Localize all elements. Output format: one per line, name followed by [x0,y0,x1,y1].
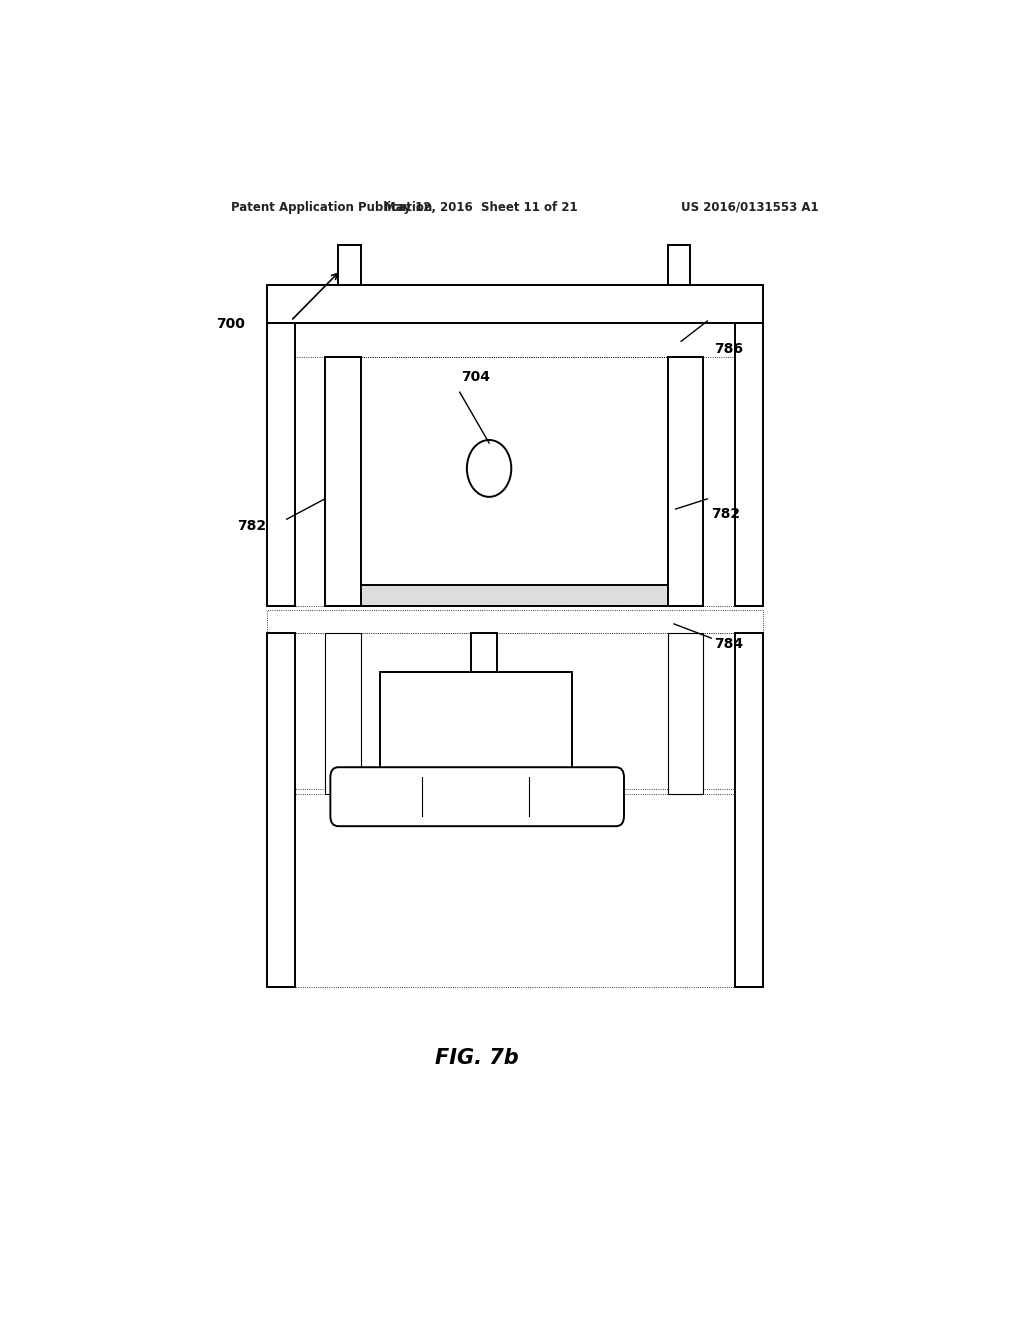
Bar [668,634,703,793]
Text: May 12, 2016  Sheet 11 of 21: May 12, 2016 Sheet 11 of 21 [384,201,578,214]
Text: 786: 786 [714,342,742,356]
Text: 700: 700 [217,317,246,331]
Bar [338,244,360,285]
Text: 784: 784 [714,638,742,651]
Text: FIG. 7b: FIG. 7b [435,1048,519,1068]
Bar [267,634,295,987]
Bar [735,634,763,987]
FancyBboxPatch shape [331,767,624,826]
Bar [471,634,497,672]
Bar [380,672,572,775]
Text: 782: 782 [238,519,266,533]
Text: 782: 782 [712,507,740,521]
Bar [735,323,763,606]
Bar [267,285,763,323]
Text: 704: 704 [461,370,490,384]
Bar [360,585,668,606]
Text: Patent Application Publication: Patent Application Publication [231,201,432,214]
Bar [267,634,763,987]
Bar [325,634,360,793]
Bar [325,356,360,606]
Text: US 2016/0131553 A1: US 2016/0131553 A1 [681,201,818,214]
Bar [668,356,703,606]
Bar [668,244,690,285]
Bar [267,356,763,606]
Bar [267,323,295,606]
Bar [267,610,763,634]
